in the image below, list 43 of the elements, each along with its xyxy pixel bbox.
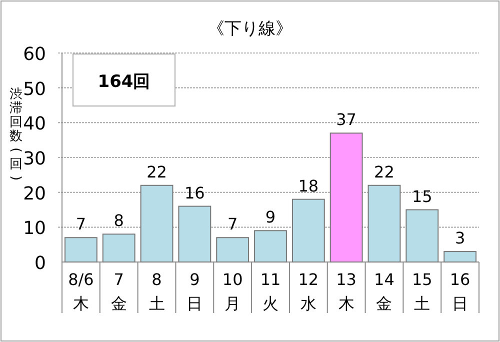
bar [444, 251, 476, 262]
annotation: 164回 [98, 72, 150, 92]
data-label: 22 [374, 162, 394, 182]
y-tick-label: 60 [23, 44, 46, 65]
data-label: 8 [114, 211, 124, 230]
y-tick-label: 10 [23, 218, 46, 240]
data-label: 22 [146, 162, 167, 182]
y-tick-label: 40 [23, 114, 46, 135]
data-label: 7 [76, 214, 86, 234]
data-label: 37 [336, 110, 356, 130]
chart-title: 《下り線》 [208, 19, 292, 39]
x-tick-label: 16 日 [450, 270, 470, 313]
bar [178, 206, 212, 262]
y-tick-label: 30 [23, 148, 46, 170]
y-axis-title: 渋滞回数(回) [8, 87, 23, 181]
x-tick-label: 12 水 [298, 270, 319, 313]
x-tick-label: 14 金 [374, 270, 394, 313]
x-tick-label: 8/6 木 [68, 270, 94, 313]
bar [368, 184, 401, 262]
data-label: 7 [227, 214, 238, 234]
bar [140, 184, 174, 262]
x-tick-label: 7 金 [110, 270, 127, 313]
data-label: 16 [184, 183, 205, 202]
data-label: 3 [454, 228, 466, 248]
data-label: 9 [265, 208, 276, 227]
bar [64, 237, 98, 262]
y-tick-label: 20 [23, 183, 46, 204]
x-tick-label: 8 土 [148, 270, 165, 313]
bar [330, 132, 363, 262]
y-tick-label: 0 [34, 253, 46, 274]
x-tick-label: 15 土 [412, 270, 432, 313]
data-label: 18 [298, 176, 319, 196]
bar [254, 230, 287, 262]
data-label: 15 [412, 186, 432, 206]
x-tick-label: 11 火 [260, 270, 281, 313]
x-tick-label: 9 日 [186, 270, 203, 313]
x-tick-label: 13 木 [336, 270, 356, 313]
x-tick-label: 10 月 [222, 270, 243, 313]
bar [216, 237, 250, 262]
bar [406, 209, 439, 262]
y-tick-label: 50 [23, 78, 46, 100]
bar [102, 234, 136, 262]
bar [292, 198, 325, 262]
